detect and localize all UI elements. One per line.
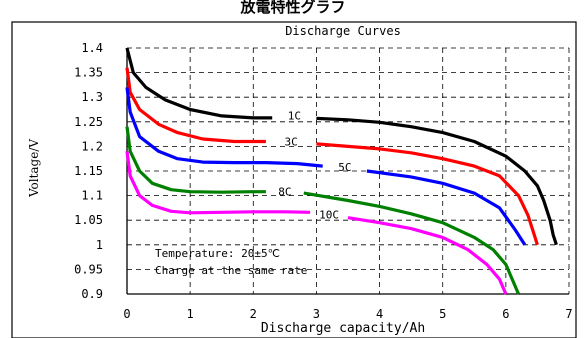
y-tick-label: 1.35 <box>74 66 103 80</box>
series-label-5c: 5C <box>338 161 351 174</box>
x-tick-label: 3 <box>313 307 320 321</box>
y-tick-label: 1 <box>96 238 103 252</box>
y-axis-label: Voltage/V <box>27 139 41 198</box>
x-tick-label: 2 <box>250 307 257 321</box>
x-tick-label: 7 <box>565 307 572 321</box>
series-label-10c: 10C <box>319 208 339 221</box>
series-line-1c <box>125 47 273 120</box>
annotation-temperature: Temperature: 20±5℃ <box>155 247 280 260</box>
y-tick-label: 1.05 <box>74 213 103 227</box>
series-line-3c <box>125 67 266 144</box>
series-line-10c-tail <box>347 216 508 295</box>
y-tick-label: 0.9 <box>81 287 103 301</box>
y-tick-label: 1.25 <box>74 115 103 129</box>
y-tick-label: 1.3 <box>81 90 103 104</box>
series-label-1c: 1C <box>288 109 301 122</box>
series-line-8c <box>125 126 266 194</box>
x-tick-label: 5 <box>439 307 446 321</box>
y-tick-label: 1.2 <box>81 139 103 153</box>
page-heading: 放電特性グラフ <box>239 0 345 16</box>
y-tick-label: 1.15 <box>74 164 103 178</box>
series-label-8c: 8C <box>278 186 291 199</box>
y-tick-label: 0.95 <box>74 262 103 276</box>
y-tick-label: 1.1 <box>81 189 103 203</box>
annotation-charge-rate: Charge at the same rate <box>155 264 307 277</box>
series-line-3c-tail <box>316 142 539 246</box>
x-tick-label: 6 <box>502 307 509 321</box>
x-tick-label: 4 <box>376 307 383 321</box>
series-line-1c-tail <box>316 116 558 246</box>
x-tick-label: 0 <box>123 307 130 321</box>
series-line-10c <box>125 151 311 215</box>
y-tick-label: 1.4 <box>81 41 103 55</box>
x-tick-label: 1 <box>187 307 194 321</box>
series-label-3c: 3C <box>285 135 298 148</box>
chart-title: Discharge Curves <box>285 24 401 38</box>
chart-frame <box>11 21 577 338</box>
series-line-5c-tail <box>366 169 527 246</box>
x-axis-label: Discharge capacity/Ah <box>261 321 425 336</box>
series-line-8c-tail <box>303 191 520 295</box>
series-line-5c <box>125 87 323 168</box>
